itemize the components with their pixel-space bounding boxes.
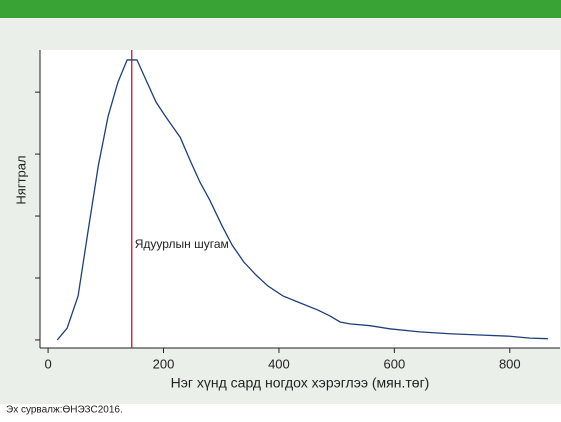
- x-tick-label: 400: [268, 356, 290, 371]
- density-line: [56, 59, 548, 341]
- x-tick-label: 200: [153, 356, 175, 371]
- x-tick-label: 600: [384, 356, 406, 371]
- y-axis-label: Нягтрал: [13, 155, 28, 204]
- x-axis-label: Нэг хүнд сард ногдох хэрэглээ (мян.төг): [171, 375, 430, 391]
- poverty-line-label: Ядуурлын шугам: [135, 237, 229, 251]
- plot-area: [40, 50, 560, 348]
- header-bar: [0, 0, 561, 18]
- source-note: Эх сурвалж:ӨНЭЗС2016.: [6, 405, 123, 416]
- x-tick-label: 800: [499, 356, 521, 371]
- x-tick-label: 0: [44, 356, 51, 371]
